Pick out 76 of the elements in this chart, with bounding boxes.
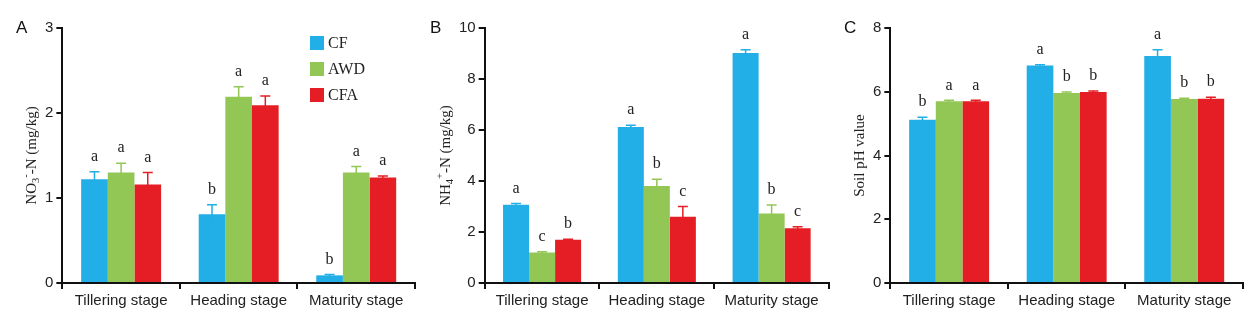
bar	[555, 239, 582, 282]
x-tick-label: Tillering stage	[74, 291, 168, 309]
chart-title: A	[16, 18, 28, 38]
y-tick-label: 6	[873, 81, 882, 99]
bar	[529, 252, 556, 282]
y-tick-label: 2	[467, 222, 476, 240]
data-label: a	[144, 147, 152, 165]
data-label: b	[208, 180, 217, 197]
y-tick-label: 0	[873, 273, 882, 291]
bar	[316, 275, 343, 282]
bar	[369, 177, 397, 282]
x-tick-label: Heading stage	[608, 291, 706, 309]
bar	[503, 204, 530, 282]
y-tick-label: 10	[459, 18, 476, 36]
y-tick-label: 1	[45, 188, 54, 206]
x-tick-label: Maturity stage	[309, 291, 404, 309]
x-tick-label: Tillering stage	[902, 291, 996, 309]
bar	[1026, 65, 1054, 282]
y-tick-label: 4	[873, 145, 882, 163]
y-tick-label: 8	[467, 69, 476, 87]
chart-title: B	[430, 18, 442, 38]
x-tick-label: Heading stage	[1018, 291, 1116, 309]
data-label: b	[325, 249, 334, 267]
data-label: b	[652, 154, 661, 172]
bar	[935, 101, 963, 282]
bar	[909, 119, 936, 282]
bar	[1053, 93, 1080, 282]
y-tick-label: 0	[45, 273, 54, 291]
data-label: a	[117, 138, 125, 156]
data-label: a	[945, 75, 953, 93]
x-tick-label: Tillering stage	[495, 291, 589, 309]
data-label: a	[742, 24, 750, 42]
x-tick-label: Maturity stage	[724, 291, 819, 309]
data-label: c	[679, 181, 687, 199]
data-label: c	[794, 201, 802, 219]
bar	[962, 101, 990, 282]
data-label: a	[1036, 39, 1044, 57]
y-tick-label: 2	[45, 103, 54, 121]
bar	[732, 52, 759, 282]
data-label: a	[261, 71, 269, 89]
data-label: a	[90, 146, 99, 164]
data-label: b	[767, 180, 776, 198]
chart-title: C	[844, 18, 857, 38]
data-label: a	[627, 100, 635, 118]
y-axis-title: NO3--N (mg/kg)	[19, 106, 41, 205]
data-label: a	[352, 141, 360, 159]
data-label: c	[538, 226, 546, 244]
data-label: a	[972, 75, 980, 93]
bar	[784, 228, 811, 282]
y-tick-label: 0	[467, 273, 476, 291]
legend-label: CF	[328, 34, 348, 52]
data-label: a	[512, 178, 520, 196]
data-label: b	[564, 214, 573, 232]
y-tick-label: 6	[467, 120, 476, 138]
data-label: b	[1180, 73, 1189, 91]
data-label: b	[1062, 67, 1071, 85]
y-tick-label: 2	[873, 209, 882, 227]
bar	[617, 126, 644, 282]
data-label: a	[379, 151, 387, 169]
data-label: b	[1206, 72, 1215, 90]
bar	[1197, 98, 1225, 282]
data-label: a	[235, 61, 243, 79]
y-axis-title: Soil pH value	[850, 113, 867, 197]
y-axis-title: NH4+-N (mg/kg)	[433, 105, 455, 206]
y-tick-label: 4	[467, 171, 476, 189]
data-label: a	[1154, 24, 1162, 42]
bar	[1079, 92, 1107, 282]
legend-label: AWD	[328, 60, 365, 78]
legend-label: CFA	[328, 86, 359, 104]
bar	[1170, 99, 1198, 282]
data-label: b	[1089, 66, 1098, 84]
y-tick-label: 8	[873, 18, 882, 36]
data-label: b	[918, 92, 927, 110]
x-tick-label: Maturity stage	[1137, 291, 1232, 309]
x-tick-label: Heading stage	[190, 291, 288, 309]
y-tick-label: 3	[45, 18, 54, 36]
